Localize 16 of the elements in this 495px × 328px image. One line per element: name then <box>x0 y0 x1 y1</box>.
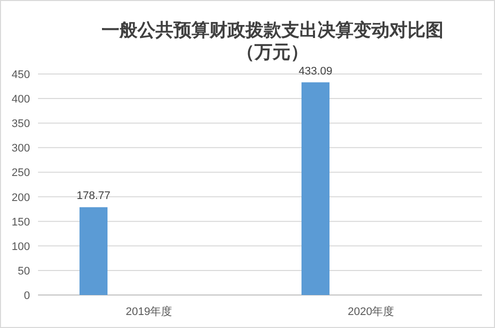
y-tick-label: 250 <box>12 167 30 180</box>
y-tick-label: 0 <box>24 290 30 302</box>
data-label: 178.77 <box>76 190 110 202</box>
data-label: 433.09 <box>298 65 332 78</box>
title: 一般公共预算财政拨款支出决算变动对比图 <box>102 20 444 40</box>
subtitle: （万元） <box>236 42 308 62</box>
y-tick-label: 200 <box>12 192 30 204</box>
y-tick-label: 450 <box>12 69 30 81</box>
y-tick-label: 300 <box>12 142 30 155</box>
x-tick-label: 2020年度 <box>348 305 394 318</box>
y-tick-label: 100 <box>12 240 30 253</box>
y-tick-label: 400 <box>12 94 30 106</box>
y-tick-label: 50 <box>18 265 30 278</box>
y-tick-label: 350 <box>12 118 30 130</box>
x-tick-label: 2019年度 <box>126 305 172 318</box>
y-tick-label: 150 <box>12 216 30 228</box>
